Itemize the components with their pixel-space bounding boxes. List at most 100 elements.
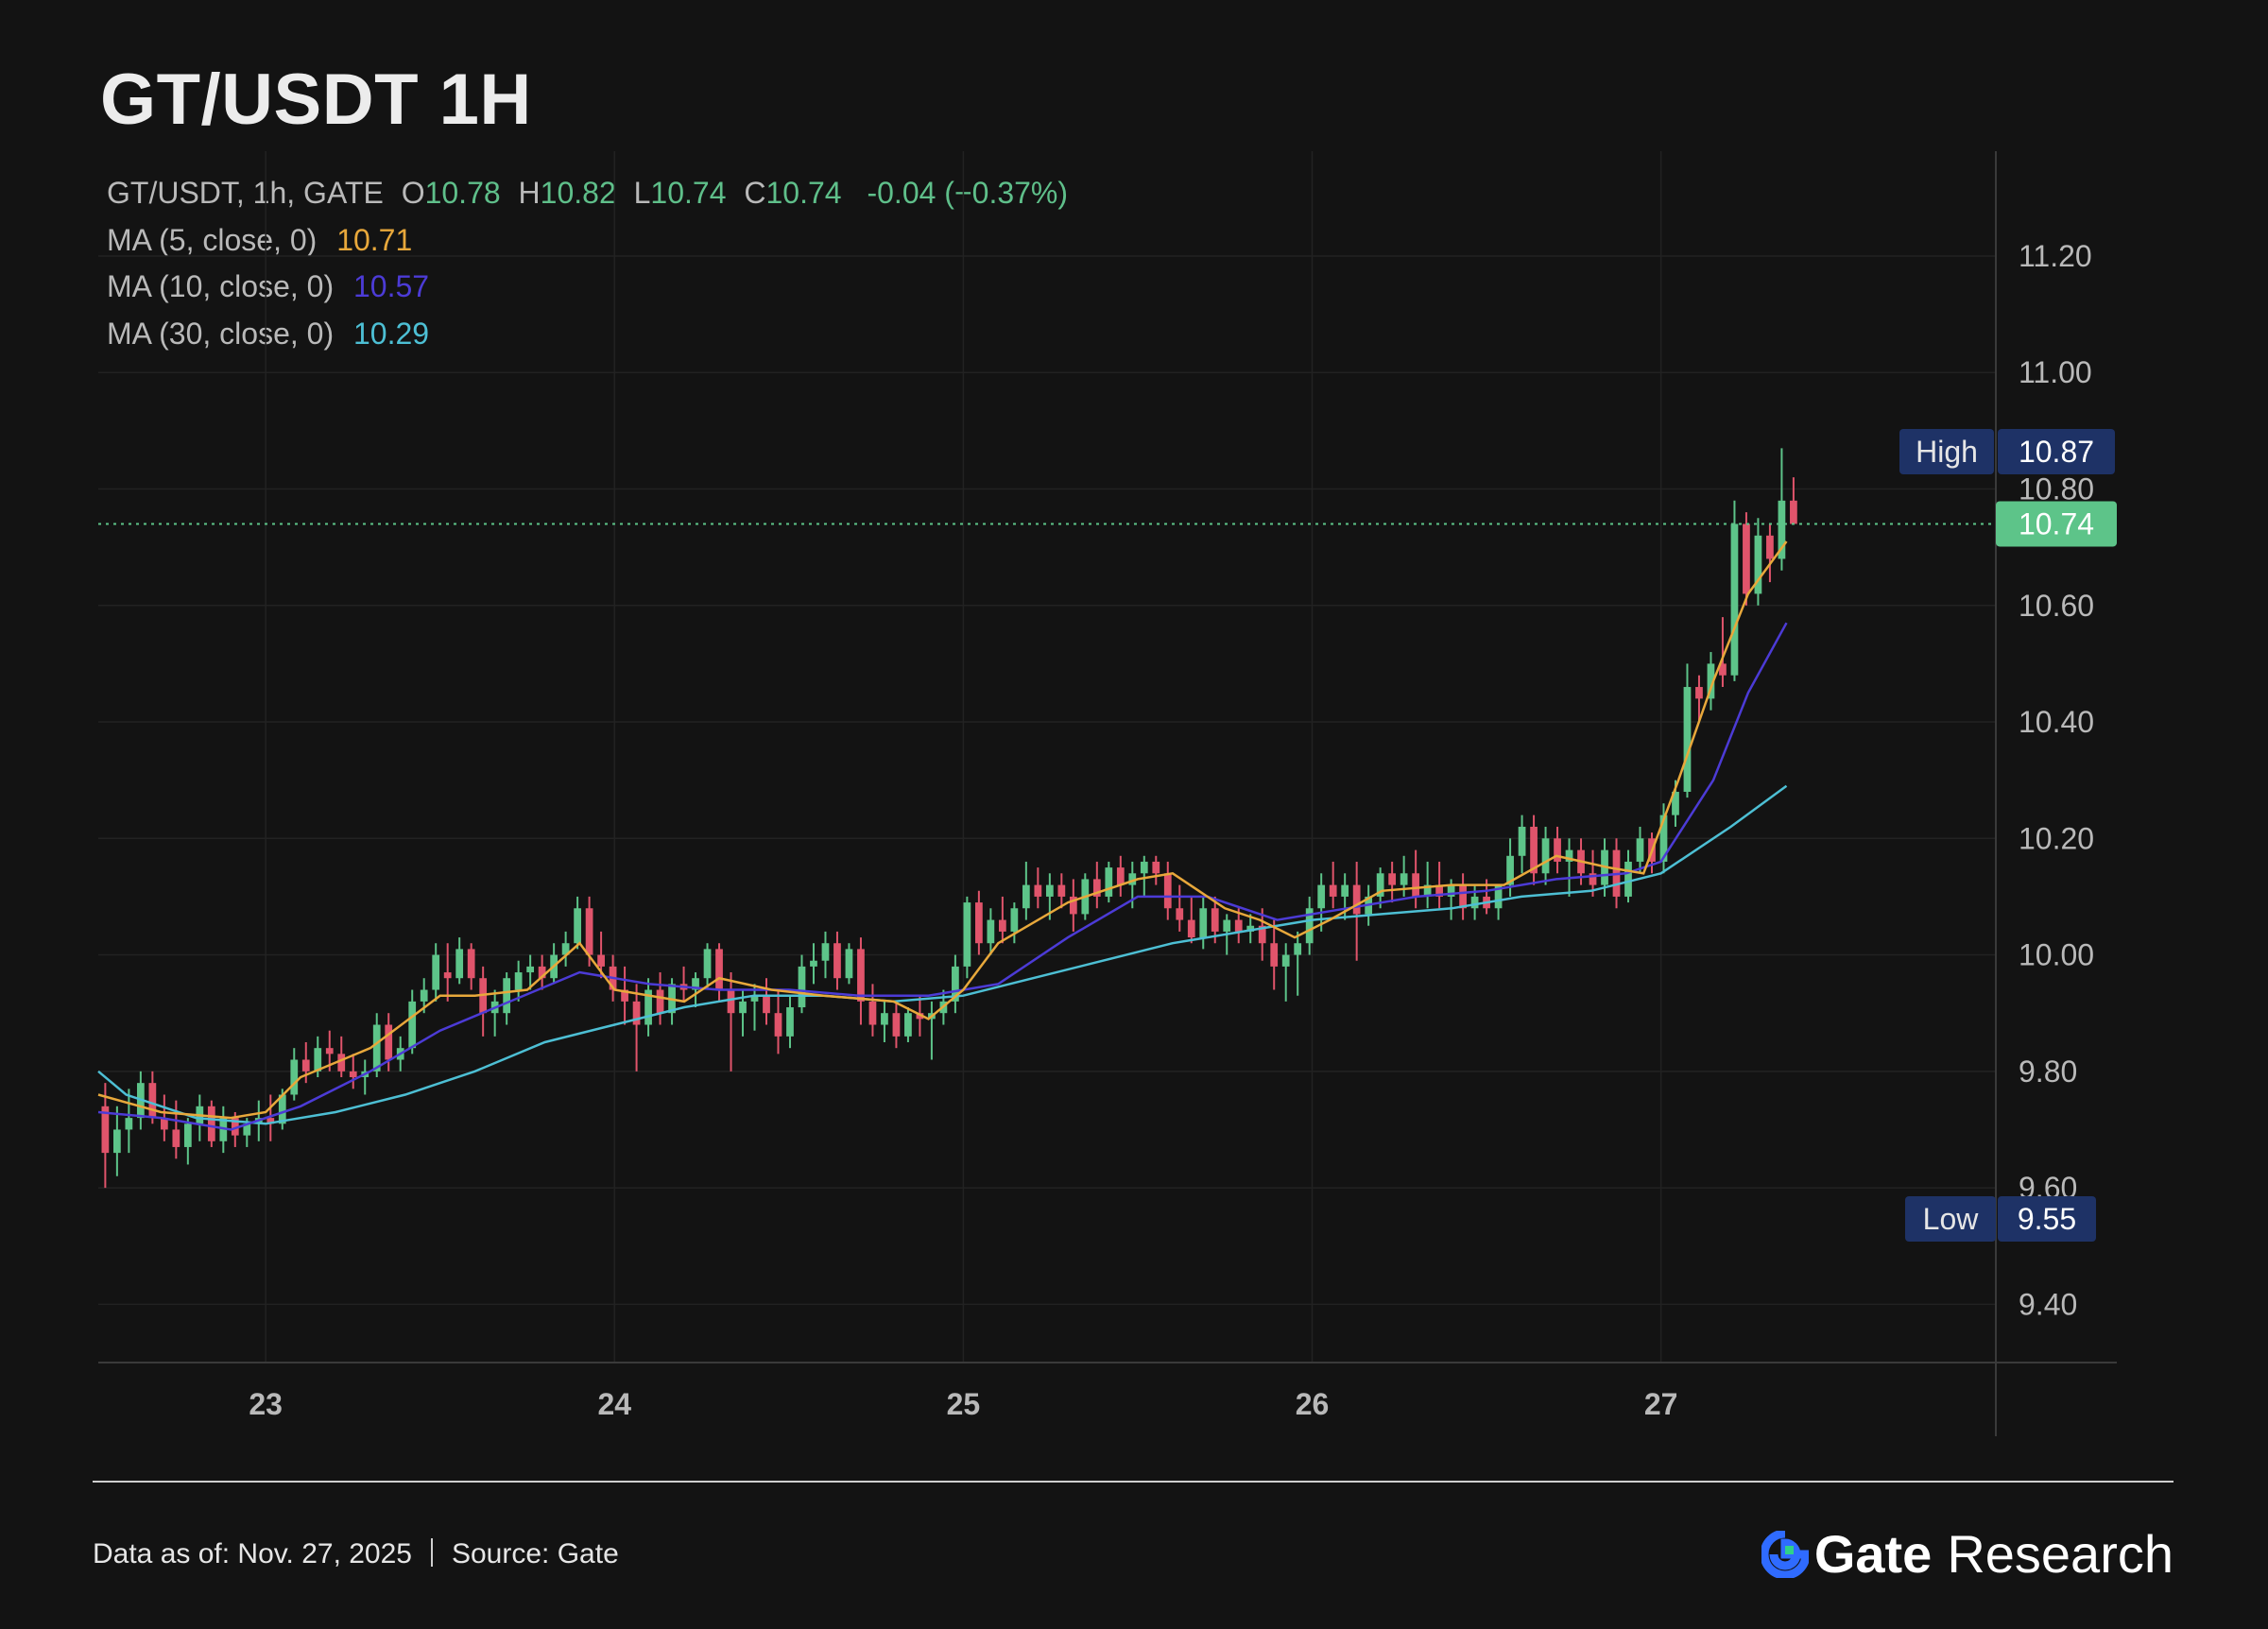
legend-symbol: GT/USDT, 1h, GATE: [107, 176, 384, 210]
candle-body: [1305, 908, 1314, 944]
candle-body: [1506, 855, 1514, 885]
candle-body: [644, 989, 652, 1025]
candle-body: [798, 966, 806, 1008]
y-tick-label: 9.80: [2019, 1055, 2077, 1089]
y-tick-label: 11.20: [2019, 239, 2092, 273]
candle-body: [715, 949, 723, 990]
legend-ma5: MA (5, close, 0) 10.71: [107, 223, 412, 258]
candle-body: [1754, 535, 1762, 594]
candle-body: [1199, 908, 1208, 938]
candle-body: [692, 978, 699, 990]
low-tag-box: [1905, 1196, 1996, 1242]
candle-body: [998, 919, 1006, 932]
footer-info: Data as of: Nov. 27, 2025 Source: Gate: [93, 1538, 619, 1570]
legend-ma5-label: MA (5, close, 0): [107, 223, 318, 257]
candle-body: [1140, 861, 1148, 874]
x-tick-label: 27: [1644, 1387, 1678, 1421]
candle-body: [420, 989, 428, 1002]
legend-ma10-label: MA (10, close, 0): [107, 269, 335, 303]
y-tick-label: 10.80: [2019, 472, 2094, 506]
candle-body: [290, 1059, 299, 1095]
ma5-line: [97, 540, 1788, 1120]
candle-body: [172, 1129, 180, 1147]
candle-body: [1010, 908, 1019, 932]
high-value-tag-box: [1998, 429, 2115, 474]
y-tick-label: 9.40: [2019, 1287, 2077, 1321]
high-value-tag-text: 10.87: [2019, 435, 2094, 469]
candle-body: [408, 1001, 417, 1049]
candle-body: [278, 1094, 286, 1124]
candle-body: [632, 1001, 641, 1025]
candle-body: [207, 1106, 215, 1141]
candle-body: [1281, 954, 1290, 967]
candle-body: [987, 919, 995, 944]
last-price-label-text: 10.74: [2019, 506, 2094, 540]
candle-body: [266, 1118, 275, 1124]
candle-body: [1659, 814, 1668, 862]
candle-body: [1778, 500, 1786, 559]
candle-body: [1234, 919, 1243, 932]
y-tick-label: 10.60: [2019, 589, 2094, 623]
candle-body: [1636, 838, 1644, 862]
grid: [98, 151, 1996, 1363]
candle-body: [963, 902, 971, 967]
candle-body: [739, 1001, 747, 1014]
low-tag-text: Low: [1923, 1202, 1980, 1236]
y-tick-label: 10.20: [2019, 821, 2094, 855]
last-price-label-box: [1996, 501, 2117, 547]
candle-body: [1435, 884, 1443, 897]
candles: [101, 448, 1797, 1189]
candle-body: [1034, 884, 1042, 897]
candle-body: [1092, 879, 1101, 897]
axes: 9.409.609.8010.0010.2010.4010.6010.8011.…: [98, 151, 2117, 1436]
candle-body: [1211, 908, 1219, 932]
candle-body: [349, 1071, 357, 1077]
footer-divider: [93, 1481, 2174, 1483]
candle-body: [219, 1118, 228, 1141]
candle-body: [621, 989, 628, 1002]
candle-body: [881, 1013, 888, 1025]
candle-body: [1341, 884, 1349, 897]
x-tick-label: 23: [249, 1387, 283, 1421]
data-as-of: Data as of: Nov. 27, 2025: [93, 1538, 412, 1569]
candle-body: [1400, 873, 1408, 885]
candle-body: [750, 995, 759, 1002]
candle-body: [1518, 826, 1526, 856]
legend-ma5-value: 10.71: [336, 223, 413, 257]
candle-body: [1105, 867, 1113, 897]
candle-body: [975, 902, 983, 944]
candle-body: [1790, 500, 1797, 524]
legend-open-label: O: [401, 176, 425, 210]
candle-body: [810, 960, 817, 967]
candle-body: [183, 1123, 192, 1147]
legend-high-label: H: [518, 176, 541, 210]
candle-body: [1459, 884, 1467, 909]
legend-ohlc: GT/USDT, 1h, GATE O10.78 H10.82 L10.74 C…: [107, 176, 1068, 211]
low-value-tag-text: 9.55: [2018, 1202, 2076, 1236]
candle-body: [1541, 838, 1550, 874]
legend-close-label: C: [744, 176, 766, 210]
candle-body: [952, 966, 959, 1002]
candle-body: [372, 1024, 381, 1072]
candle-body: [301, 1059, 310, 1072]
y-tick-label: 10.00: [2019, 938, 2094, 972]
candle-body: [1743, 523, 1750, 594]
candle-body: [514, 972, 523, 990]
candle-body: [503, 978, 511, 1014]
candle-body: [1388, 873, 1397, 885]
high-tag-box: [1899, 429, 1994, 474]
candle-body: [1022, 884, 1030, 909]
candle-body: [585, 908, 593, 955]
candle-body: [148, 1083, 157, 1119]
legend-ma30-label: MA (30, close, 0): [107, 317, 335, 351]
candle-body: [455, 949, 464, 979]
candle-body: [1176, 908, 1184, 920]
candle-body: [1766, 535, 1774, 559]
candle-body: [561, 943, 570, 955]
candle-body: [160, 1118, 168, 1130]
gate-logo-icon: [1761, 1530, 1809, 1578]
candle-body: [1719, 663, 1727, 676]
candle-body: [1683, 687, 1692, 792]
candle-body: [786, 1007, 794, 1037]
